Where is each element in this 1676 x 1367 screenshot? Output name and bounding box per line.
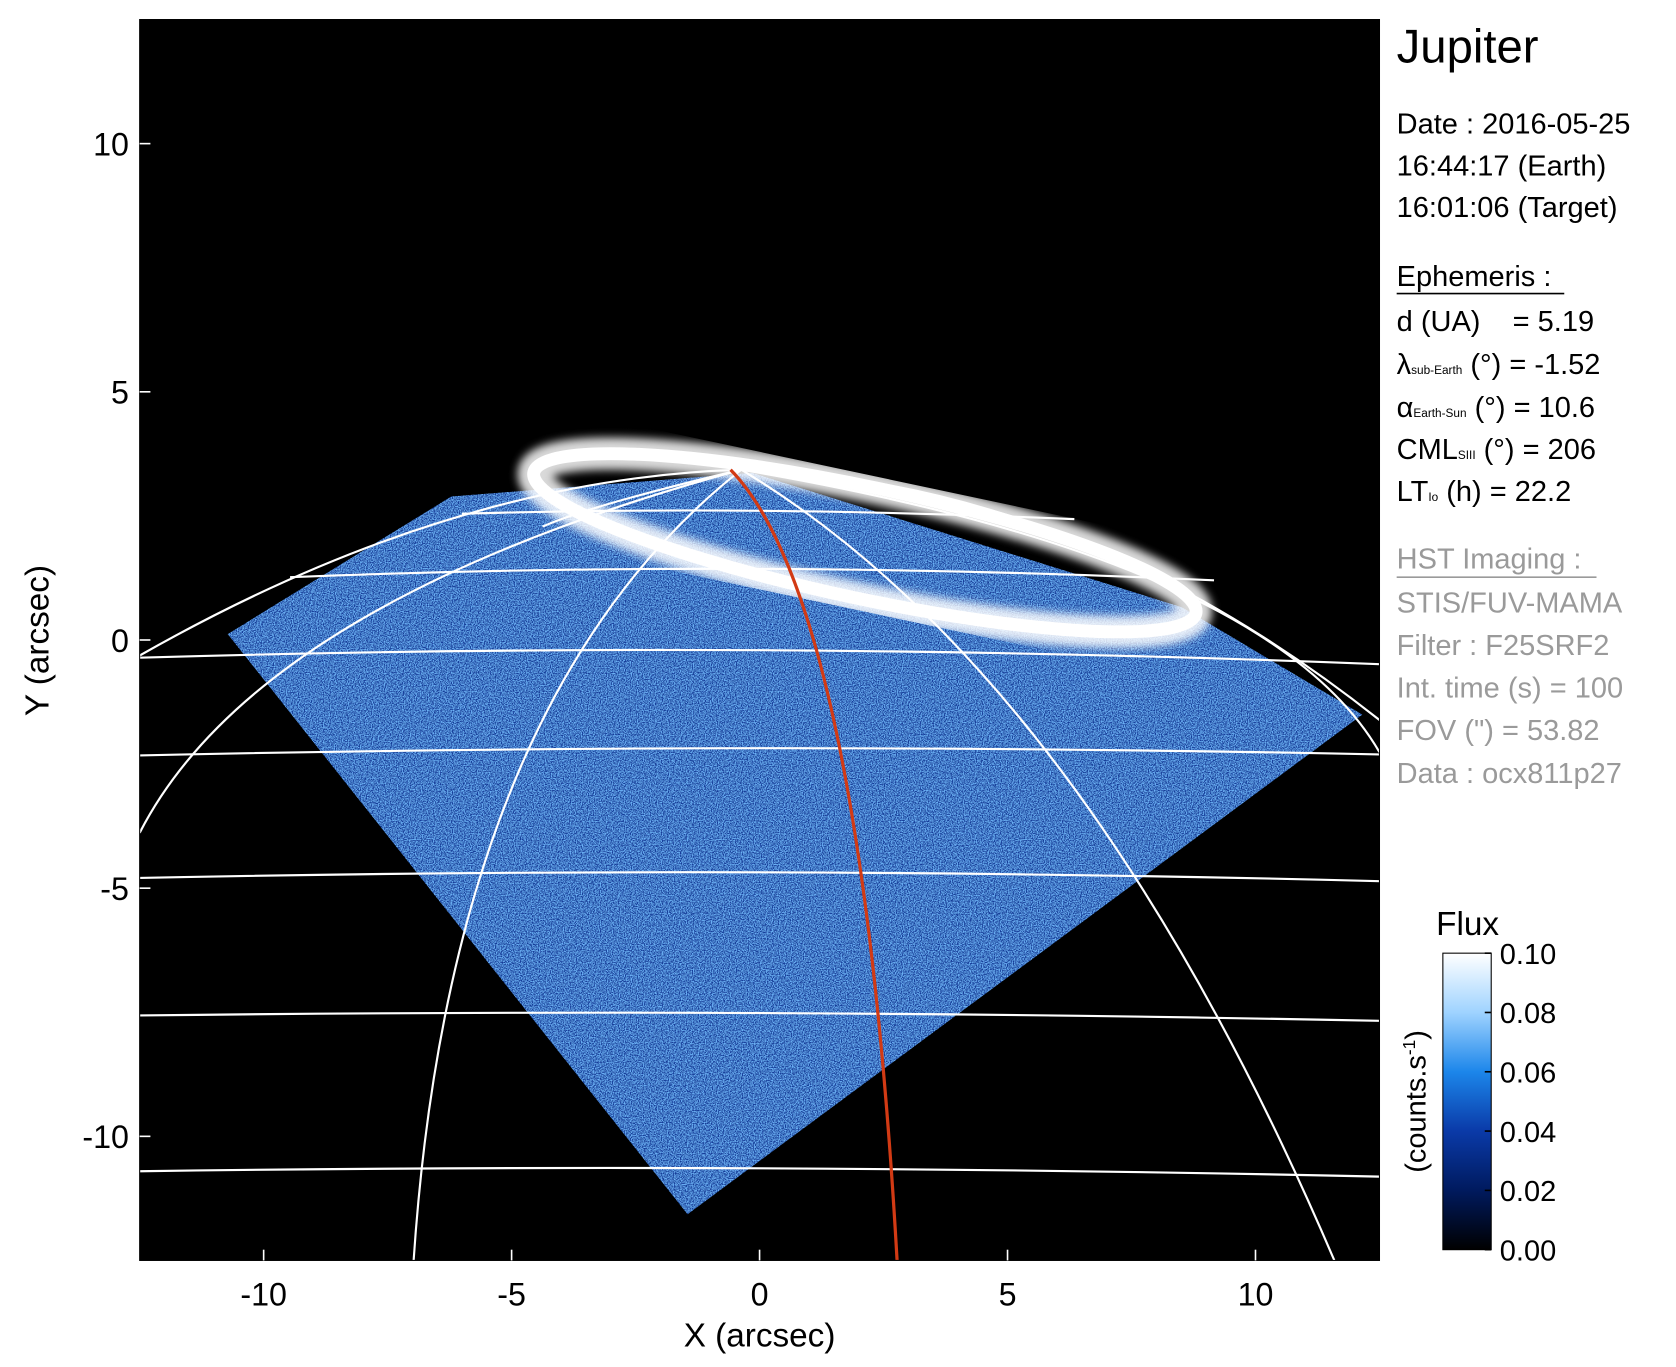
colorbar-tick-label: 0.04 <box>1500 1117 1556 1149</box>
observation-line: FOV (") = 53.82 <box>1397 715 1600 747</box>
info-title: Jupiter <box>1397 21 1539 74</box>
y-tick-label: -10 <box>82 1119 129 1155</box>
subscript: sub-Earth <box>1411 363 1462 377</box>
colorbar-title: Flux <box>1436 906 1499 943</box>
planet-grid <box>139 468 1380 1261</box>
observation-line: Filter : F25SRF2 <box>1397 630 1610 662</box>
colorbar-tick-label: 0.10 <box>1500 939 1556 971</box>
symbol: α <box>1397 392 1414 424</box>
label-text: ) <box>1401 1030 1433 1040</box>
y-tick-label: 0 <box>111 623 129 659</box>
colorbar-tick-label: 0.02 <box>1500 1176 1556 1208</box>
subscript: Earth-Sun <box>1413 406 1466 420</box>
detector-field <box>227 472 1363 1215</box>
date-line: 16:44:17 (Earth) <box>1397 150 1607 182</box>
value: (°) = 206 <box>1476 434 1596 466</box>
symbol: CML <box>1397 434 1458 466</box>
colorbar-tick-label: 0.06 <box>1500 1058 1556 1090</box>
y-tick-label: 10 <box>93 126 129 162</box>
symbol: λ <box>1397 349 1412 381</box>
colorbar-tick-label: 0.00 <box>1500 1235 1556 1267</box>
ephemeris-heading: Ephemeris : <box>1397 261 1552 293</box>
colorbar-tick-label: 0.08 <box>1500 998 1556 1030</box>
subscript: Io <box>1428 490 1438 504</box>
subscript: SIII <box>1458 448 1476 462</box>
value: (°) = 10.6 <box>1467 392 1595 424</box>
ephemeris-line: d (UA) = 5.19 <box>1397 306 1594 338</box>
image <box>139 19 1380 1261</box>
x-tick-label: -5 <box>497 1277 526 1313</box>
x-axis-label: X (arcsec) <box>684 1317 836 1354</box>
ephemeris-line: CMLSIII (°) = 206 <box>1397 434 1596 466</box>
colorbar-label: (counts.s-1) <box>1399 1030 1433 1173</box>
observation-heading: HST Imaging : <box>1397 544 1582 576</box>
auroral-oval-core <box>527 447 1203 639</box>
ephemeris-line: LTIo (h) = 22.2 <box>1397 476 1572 508</box>
colorbar <box>1442 952 1492 1251</box>
superscript: -1 <box>1399 1040 1419 1055</box>
observation-line: Data : ocx811p27 <box>1397 758 1622 790</box>
value: (°) = -1.52 <box>1462 349 1600 381</box>
observation-lines: STIS/FUV-MAMA Filter : F25SRF2 Int. time (… <box>1397 588 1623 790</box>
x-tick-label: -10 <box>240 1277 287 1313</box>
date-line: Date : 2016-05-25 <box>1397 108 1631 140</box>
x-tick-label: 10 <box>1238 1277 1274 1313</box>
ephemeris-line: αEarth-Sun (°) = 10.6 <box>1397 392 1595 424</box>
date-line: 16:01:06 (Target) <box>1397 192 1618 224</box>
symbol: LT <box>1397 476 1429 508</box>
x-tick-label: 0 <box>751 1277 769 1313</box>
observation-line: STIS/FUV-MAMA <box>1397 588 1623 620</box>
x-tick-label: 5 <box>999 1277 1017 1313</box>
y-axis-label: Y (arcsec) <box>19 565 56 716</box>
ephemeris-line: λsub-Earth (°) = -1.52 <box>1397 349 1601 381</box>
label-text: (counts.s <box>1401 1055 1433 1173</box>
value: (h) = 22.2 <box>1438 476 1571 508</box>
observation-line: Int. time (s) = 100 <box>1397 673 1623 705</box>
central-meridian <box>729 468 899 1261</box>
y-tick-label: 5 <box>111 375 129 411</box>
y-tick-label: -5 <box>100 871 129 907</box>
